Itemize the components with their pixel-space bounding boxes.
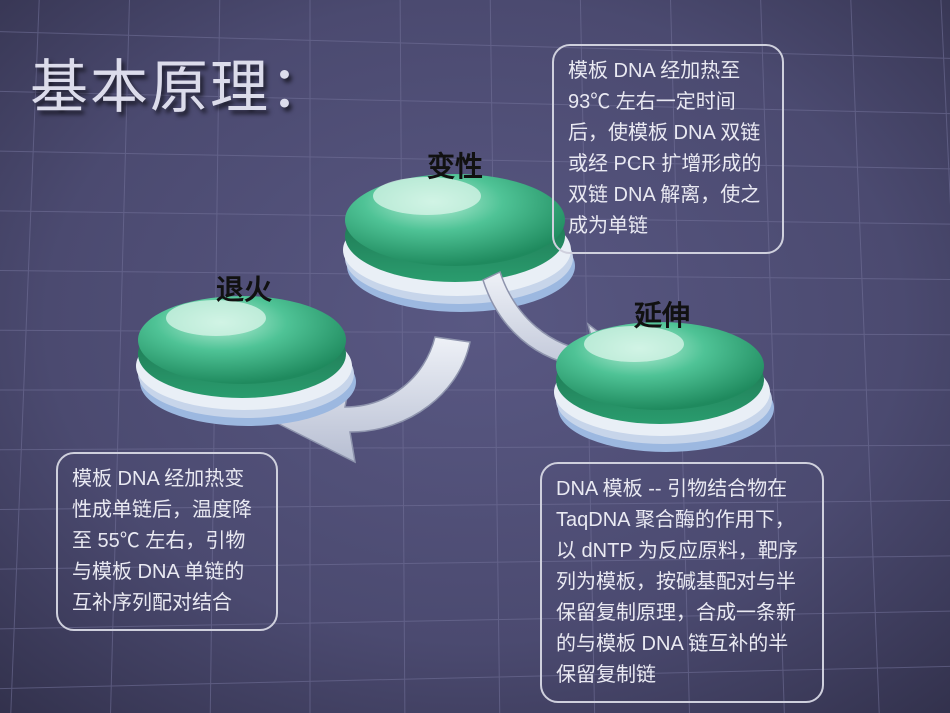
callout-anneal-text: 模板 DNA 经加热变性成单链后，温度降至 55℃ 左右，引物与模板 DNA 单… bbox=[72, 468, 252, 614]
callout-extend: DNA 模板 -- 引物结合物在 TaqDNA 聚合酶的作用下，以 dNTP 为… bbox=[540, 462, 824, 703]
callout-denature: 模板 DNA 经加热至 93℃ 左右一定时间后，使模板 DNA 双链或经 PCR… bbox=[552, 44, 784, 254]
slide-stage: 基本原理： bbox=[0, 0, 950, 713]
disc-extend-label: 延伸 bbox=[634, 294, 690, 334]
disc-anneal: 退火 bbox=[130, 262, 358, 422]
slide-title: 基本原理： bbox=[30, 40, 330, 124]
callout-denature-text: 模板 DNA 经加热至 93℃ 左右一定时间后，使模板 DNA 双链或经 PCR… bbox=[568, 60, 761, 237]
disc-anneal-label: 退火 bbox=[216, 268, 272, 308]
disc-extend: 延伸 bbox=[548, 288, 776, 448]
callout-anneal: 模板 DNA 经加热变性成单链后，温度降至 55℃ 左右，引物与模板 DNA 单… bbox=[56, 452, 278, 631]
disc-denature-label: 变性 bbox=[427, 145, 483, 185]
callout-extend-text: DNA 模板 -- 引物结合物在 TaqDNA 聚合酶的作用下，以 dNTP 为… bbox=[556, 478, 798, 686]
